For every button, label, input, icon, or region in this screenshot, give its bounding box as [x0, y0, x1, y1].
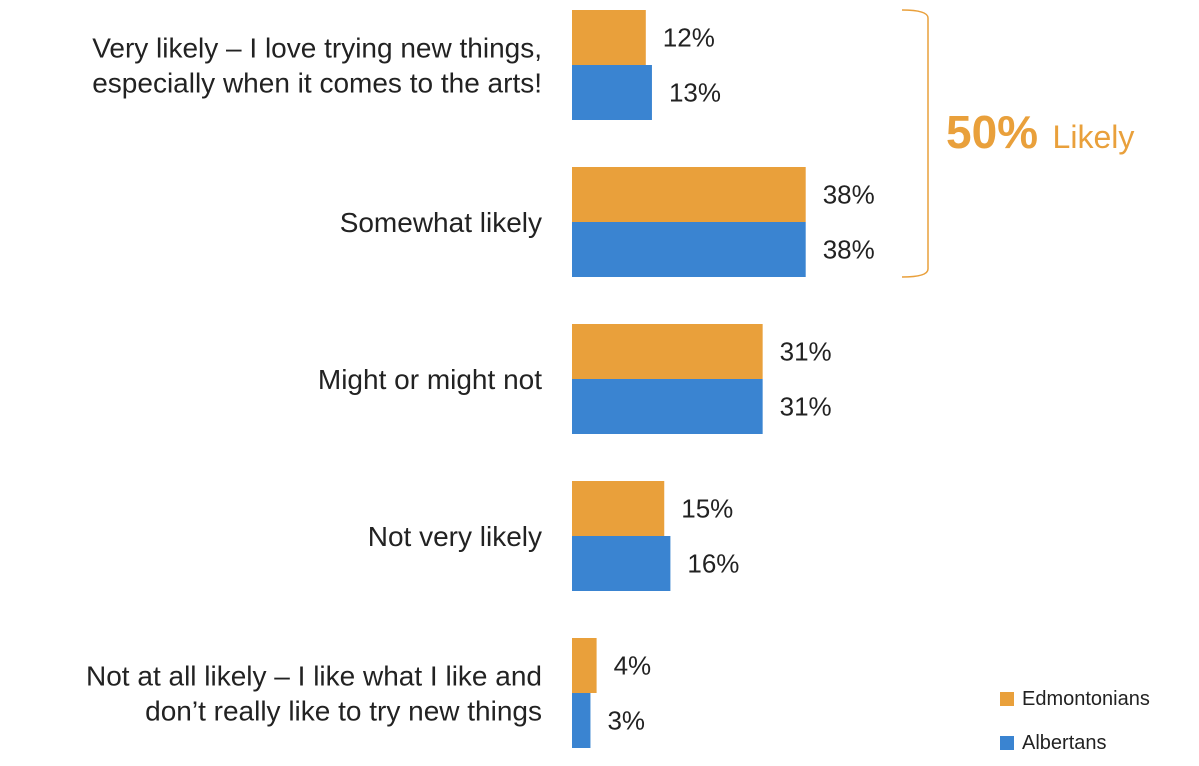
bar-edmontonians-1 — [572, 167, 806, 222]
value-label-edmontonians-0: 12% — [663, 23, 715, 53]
bar-albertans-4 — [572, 693, 591, 748]
bar-albertans-2 — [572, 379, 763, 434]
bar-albertans-3 — [572, 536, 671, 591]
likely-bracket — [901, 9, 929, 278]
bars — [572, 10, 806, 748]
callout-text: 50% Likely — [946, 106, 1134, 158]
value-label-albertans-4: 3% — [607, 706, 645, 736]
category-label-1: Somewhat likely — [340, 207, 542, 238]
value-label-edmontonians-1: 38% — [823, 180, 875, 210]
value-label-albertans-2: 31% — [780, 392, 832, 422]
value-labels: 12% 13% 38% 38% 31% 31% 15% 16% 4% 3% — [607, 23, 874, 736]
bar-edmontonians-4 — [572, 638, 597, 693]
value-label-edmontonians-2: 31% — [780, 337, 832, 367]
category-labels: Very likely – I love trying new things, e… — [86, 33, 542, 727]
bar-edmontonians-3 — [572, 481, 665, 536]
value-label-albertans-0: 13% — [669, 78, 721, 108]
callout-value: 50% — [946, 106, 1038, 158]
category-label-3: Not very likely — [368, 521, 542, 552]
value-label-albertans-3: 16% — [687, 549, 739, 579]
legend-swatch-edmontonians — [1000, 692, 1014, 706]
bar-albertans-1 — [572, 222, 806, 277]
category-label-0: Very likely – I love trying new things, e… — [92, 33, 542, 99]
bar-albertans-0 — [572, 65, 652, 120]
value-label-edmontonians-3: 15% — [681, 494, 733, 524]
bar-edmontonians-2 — [572, 324, 763, 379]
legend-label-edmontonians: Edmontonians — [1022, 688, 1150, 710]
value-label-edmontonians-4: 4% — [614, 651, 652, 681]
category-label-4: Not at all likely – I like what I like a… — [86, 661, 542, 727]
legend-swatch-albertans — [1000, 736, 1014, 750]
bar-edmontonians-0 — [572, 10, 646, 65]
category-label-2: Might or might not — [318, 364, 542, 395]
likely-callout: 50% Likely — [901, 9, 1134, 278]
legend: Edmontonians Albertans — [1000, 688, 1150, 754]
callout-label: Likely — [1053, 119, 1135, 155]
value-label-albertans-1: 38% — [823, 235, 875, 265]
legend-label-albertans: Albertans — [1022, 732, 1107, 754]
